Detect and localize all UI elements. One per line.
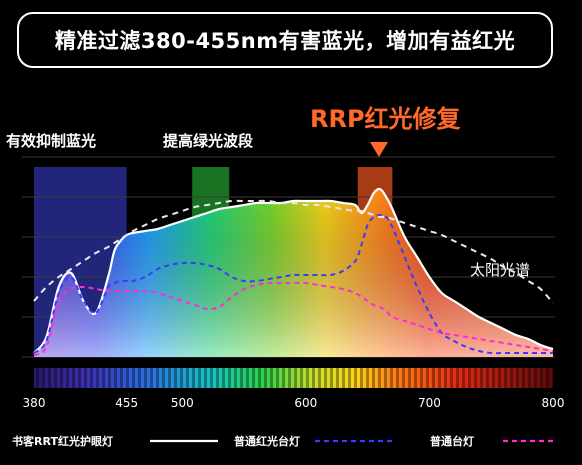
legend: 书客RRT红光护眼灯 普通红光台灯 普通台灯: [12, 434, 556, 448]
legend-label-0: 书客RRT红光护眼灯: [12, 434, 113, 448]
x-tick-label-2: 500: [171, 396, 194, 410]
rrp-arrow-icon: [370, 142, 388, 157]
series-lines: [33, 187, 554, 356]
series-line-3: [33, 199, 554, 304]
headline-text: 精准过滤380-455nm有害蓝光，增加有益红光: [54, 29, 516, 53]
series-line-2: [33, 281, 554, 356]
sun-spectrum-label: 太阳光谱: [470, 261, 530, 279]
legend-label-1: 普通红光台灯: [234, 434, 300, 448]
legend-label-2: 普通台灯: [430, 434, 474, 448]
rrp-annotation: RRP红光修复: [310, 105, 462, 133]
area-fade-rrp-lamp: [34, 188, 553, 357]
x-tick-label-3: 600: [294, 396, 317, 410]
x-axis-ticks: 380 455 500 600 700 800: [23, 396, 565, 410]
x-tick-label-4: 700: [418, 396, 441, 410]
series-line-1: [33, 213, 553, 355]
spectrum-bar-stripes: [34, 368, 553, 388]
band-label-blue: 有效抑制蓝光: [6, 132, 96, 150]
rrp-area-fill: [34, 188, 553, 357]
headline-banner: 精准过滤380-455nm有害蓝光，增加有益红光: [17, 12, 553, 68]
band-label-green: 提高绿光波段: [163, 132, 253, 150]
x-tick-label-1: 455: [115, 396, 138, 410]
series-line-0: [33, 187, 554, 354]
x-tick-label-0: 380: [23, 396, 46, 410]
spectrum-bar: [34, 368, 553, 388]
x-tick-label-5: 800: [542, 396, 565, 410]
